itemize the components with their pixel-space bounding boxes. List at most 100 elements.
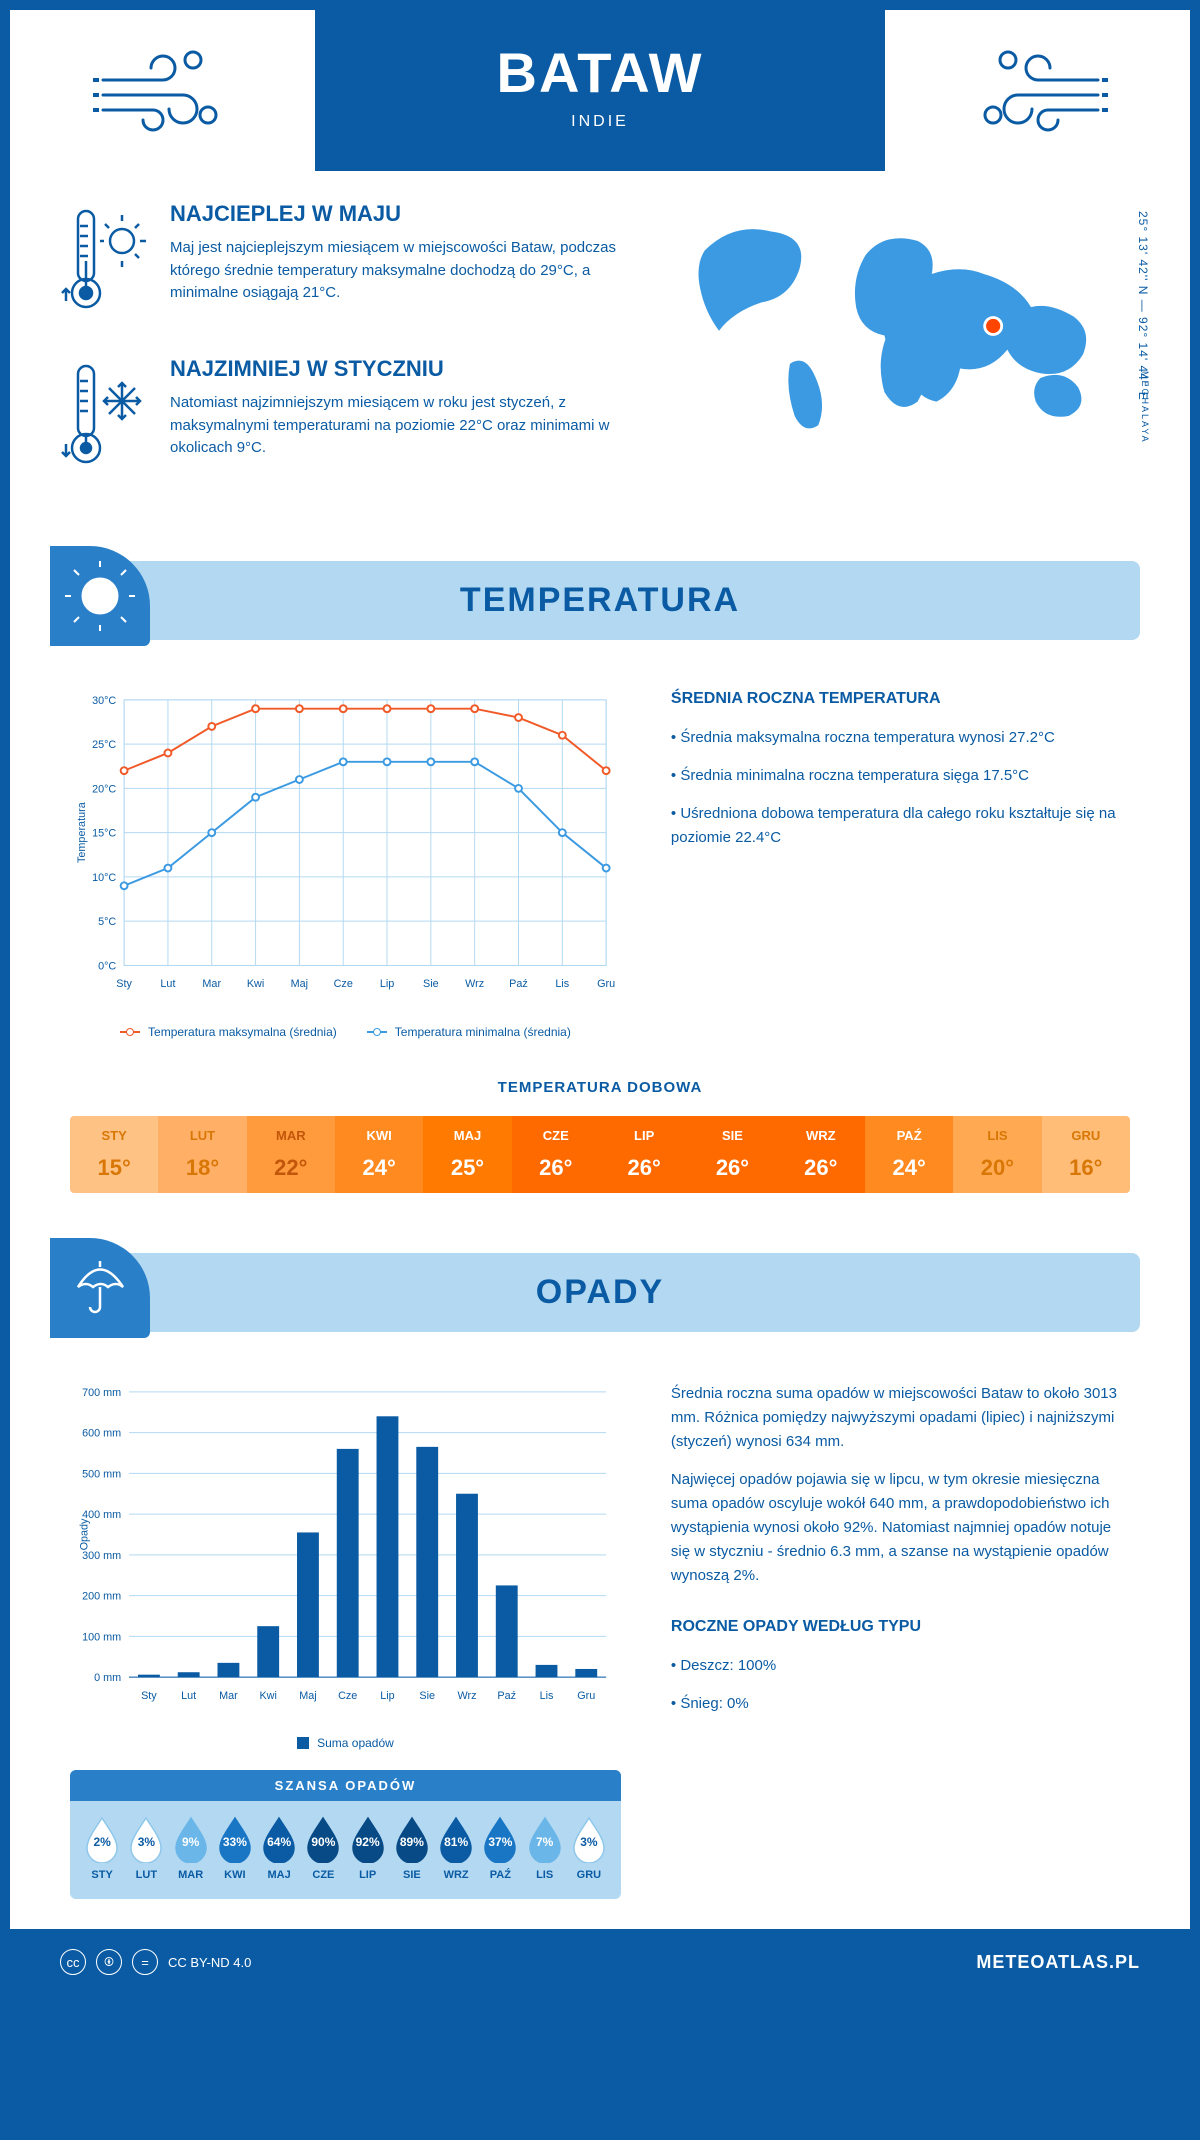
svg-text:Mar: Mar — [202, 978, 221, 990]
precip-type-list: Deszcz: 100% Śnieg: 0% — [671, 1654, 1130, 1716]
coldest-block: NAJZIMNIEJ W STYCZNIU Natomiast najzimni… — [60, 356, 627, 481]
svg-text:Temperatura: Temperatura — [76, 801, 88, 863]
daily-temp-cell: GRU16° — [1042, 1116, 1130, 1193]
chance-cell: 64%MAJ — [257, 1815, 301, 1881]
svg-text:Lut: Lut — [181, 1690, 196, 1702]
svg-text:Sie: Sie — [419, 1690, 435, 1702]
daily-temp-cell: SIE26° — [688, 1116, 776, 1193]
svg-text:Lut: Lut — [160, 978, 175, 990]
chance-cell: 92%LIP — [346, 1815, 390, 1881]
svg-text:0°C: 0°C — [98, 960, 116, 972]
precip-type-item: Deszcz: 100% — [671, 1654, 1130, 1678]
brand-label: METEOATLAS.PL — [976, 1952, 1140, 1973]
coldest-text: Natomiast najzimniejszym miesiącem w rok… — [170, 392, 627, 460]
chance-cell: 3%LUT — [124, 1815, 168, 1881]
svg-text:5°C: 5°C — [98, 916, 116, 928]
temp-stats-title: ŚREDNIA ROCZNA TEMPERATURA — [671, 690, 1130, 708]
page-header: BATAW INDIE — [10, 10, 1190, 171]
thermometer-sun-icon — [60, 201, 150, 321]
svg-text:Kwi: Kwi — [259, 1690, 276, 1702]
svg-text:300 mm: 300 mm — [82, 1550, 121, 1562]
svg-text:Gru: Gru — [577, 1690, 595, 1702]
svg-text:Cze: Cze — [338, 1690, 357, 1702]
section-title: OPADY — [60, 1273, 1140, 1312]
daily-temp-cell: LUT18° — [158, 1116, 246, 1193]
wind-icon — [968, 40, 1108, 140]
chance-cell: 37%PAŹ — [478, 1815, 522, 1881]
temp-stat-item: Średnia minimalna roczna temperatura się… — [671, 764, 1130, 788]
section-title: TEMPERATURA — [60, 581, 1140, 620]
precip-para-1: Średnia roczna suma opadów w miejscowośc… — [671, 1382, 1130, 1454]
svg-text:10°C: 10°C — [92, 872, 116, 884]
temp-stat-item: Średnia maksymalna roczna temperatura wy… — [671, 726, 1130, 750]
wind-icon — [93, 40, 233, 140]
precip-chart-legend: Suma opadów — [70, 1736, 621, 1750]
svg-text:25°C: 25°C — [92, 739, 116, 751]
temperature-line-chart: 0°C5°C10°C15°C20°C25°C30°CStyLutMarKwiMa… — [70, 690, 621, 1005]
by-icon: 🅯 — [96, 1949, 122, 1975]
svg-text:Lis: Lis — [555, 978, 569, 990]
svg-text:Lip: Lip — [380, 978, 394, 990]
daily-temp-cell: KWI24° — [335, 1116, 423, 1193]
hottest-title: NAJCIEPLEJ W MAJU — [170, 201, 627, 227]
svg-text:15°C: 15°C — [92, 828, 116, 840]
temp-stats-list: Średnia maksymalna roczna temperatura wy… — [671, 726, 1130, 850]
chance-cell: 89%SIE — [390, 1815, 434, 1881]
precip-type-title: ROCZNE OPADY WEDŁUG TYPU — [671, 1618, 1130, 1636]
svg-text:Sie: Sie — [423, 978, 439, 990]
temperature-banner: TEMPERATURA — [60, 561, 1140, 640]
daily-temp-cell: MAR22° — [247, 1116, 335, 1193]
svg-text:Cze: Cze — [334, 978, 353, 990]
sun-icon — [65, 561, 135, 631]
svg-text:Wrz: Wrz — [465, 978, 484, 990]
svg-text:Paź: Paź — [497, 1690, 516, 1702]
daily-temp-cell: MAJ25° — [423, 1116, 511, 1193]
svg-text:Wrz: Wrz — [457, 1690, 476, 1702]
daily-temp-cell: LIP26° — [600, 1116, 688, 1193]
svg-text:Lip: Lip — [380, 1690, 394, 1702]
daily-temp-title: TEMPERATURA DOBOWA — [70, 1079, 1130, 1096]
daily-temp-strip: STY15°LUT18°MAR22°KWI24°MAJ25°CZE26°LIP2… — [70, 1116, 1130, 1193]
svg-text:Paź: Paź — [509, 978, 528, 990]
daily-temp-cell: STY15° — [70, 1116, 158, 1193]
svg-text:Mar: Mar — [219, 1690, 238, 1702]
chance-cell: 81%WRZ — [434, 1815, 478, 1881]
temp-chart-legend: .legend-swatch[style*='f05a28']::after{b… — [70, 1025, 621, 1039]
world-map — [667, 201, 1140, 451]
location-title: BATAW — [375, 40, 825, 105]
svg-text:Kwi: Kwi — [247, 978, 264, 990]
daily-temp-cell: CZE26° — [512, 1116, 600, 1193]
thermometer-snow-icon — [60, 356, 150, 476]
page-footer: cc 🅯 = CC BY-ND 4.0 METEOATLAS.PL — [10, 1929, 1190, 1995]
hottest-text: Maj jest najcieplejszym miesiącem w miej… — [170, 237, 627, 305]
svg-text:500 mm: 500 mm — [82, 1468, 121, 1480]
svg-text:30°C: 30°C — [92, 695, 116, 707]
region-label: MEGHALAYA — [1140, 371, 1150, 444]
svg-text:600 mm: 600 mm — [82, 1427, 121, 1439]
svg-text:Gru: Gru — [597, 978, 615, 990]
precipitation-bar-chart: 0 mm100 mm200 mm300 mm400 mm500 mm600 mm… — [70, 1382, 621, 1716]
svg-text:100 mm: 100 mm — [82, 1631, 121, 1643]
chance-cell: 90%CZE — [301, 1815, 345, 1881]
daily-temp-cell: PAŹ24° — [865, 1116, 953, 1193]
precip-chance-box: SZANSA OPADÓW 2%STY3%LUT9%MAR33%KWI64%MA… — [70, 1770, 621, 1899]
precip-type-item: Śnieg: 0% — [671, 1692, 1130, 1716]
svg-text:700 mm: 700 mm — [82, 1387, 121, 1399]
temp-stat-item: Uśredniona dobowa temperatura dla całego… — [671, 802, 1130, 850]
svg-text:Lis: Lis — [540, 1690, 554, 1702]
chance-title: SZANSA OPADÓW — [70, 1770, 621, 1801]
location-subtitle: INDIE — [375, 113, 825, 131]
svg-text:0 mm: 0 mm — [94, 1672, 121, 1684]
chance-cell: 3%GRU — [567, 1815, 611, 1881]
svg-text:Opady: Opady — [79, 1518, 91, 1550]
coldest-title: NAJZIMNIEJ W STYCZNIU — [170, 356, 627, 382]
daily-temp-cell: LIS20° — [953, 1116, 1041, 1193]
umbrella-icon — [68, 1255, 133, 1320]
svg-text:20°C: 20°C — [92, 783, 116, 795]
cc-icon: cc — [60, 1949, 86, 1975]
svg-text:200 mm: 200 mm — [82, 1590, 121, 1602]
nd-icon: = — [132, 1949, 158, 1975]
precip-para-2: Najwięcej opadów pojawia się w lipcu, w … — [671, 1468, 1130, 1588]
precipitation-banner: OPADY — [60, 1253, 1140, 1332]
svg-text:Sty: Sty — [116, 978, 132, 990]
